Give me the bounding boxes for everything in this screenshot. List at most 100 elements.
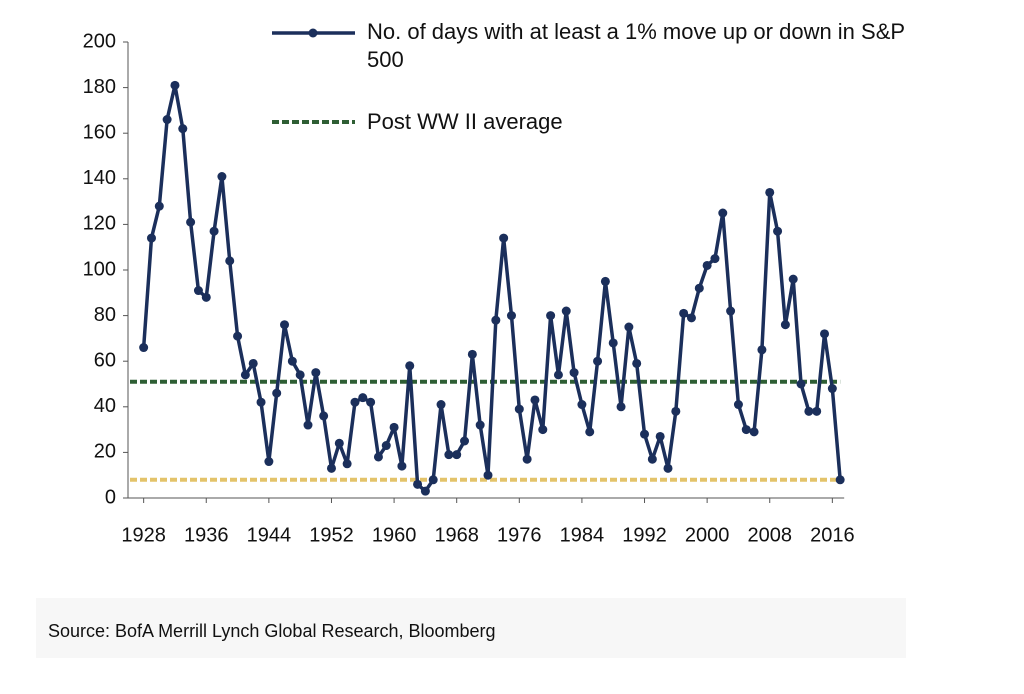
point [358, 393, 368, 403]
point [522, 454, 532, 464]
point [788, 274, 798, 284]
point [569, 368, 579, 378]
y-tick-label: 160 [83, 121, 116, 143]
point [186, 217, 196, 227]
point [780, 320, 790, 330]
point [295, 370, 305, 380]
point [773, 226, 783, 236]
x-tick-label: 1960 [372, 524, 417, 546]
point [499, 233, 509, 243]
point [201, 292, 211, 302]
point [233, 331, 243, 341]
y-tick-label: 60 [94, 349, 116, 371]
point [514, 404, 524, 414]
point [741, 425, 751, 435]
point [538, 425, 548, 435]
x-tick-label: 2008 [747, 524, 792, 546]
point [600, 276, 610, 286]
point [154, 201, 164, 211]
point [640, 429, 650, 439]
series-line [141, 83, 842, 493]
point [765, 187, 775, 197]
point [647, 454, 657, 464]
point [835, 475, 845, 485]
point [608, 338, 618, 348]
point [686, 313, 696, 323]
point [381, 441, 391, 451]
point [718, 208, 728, 218]
point [178, 124, 188, 134]
point [326, 463, 336, 473]
point [319, 411, 329, 421]
source: Source: BofA Merrill Lynch Global Resear… [48, 621, 496, 641]
y-tick-label: 180 [83, 76, 116, 98]
point [702, 260, 712, 270]
y-tick-label: 80 [94, 304, 116, 326]
legend-swatch [308, 28, 318, 38]
y-tick-label: 100 [83, 258, 116, 280]
point [264, 457, 274, 467]
point [655, 431, 665, 441]
point [256, 397, 266, 407]
point [248, 358, 258, 368]
point [366, 397, 376, 407]
x-tick-label: 1984 [560, 524, 605, 546]
y-tick-label: 40 [94, 395, 116, 417]
point [225, 256, 235, 266]
point [624, 322, 634, 332]
point [694, 283, 704, 293]
point [491, 315, 501, 325]
point [217, 172, 227, 182]
point [334, 438, 344, 448]
point [397, 461, 407, 471]
y-tick-label: 140 [83, 167, 116, 189]
point [373, 452, 383, 462]
x-tick-label: 1976 [497, 524, 542, 546]
x-tick-label: 1968 [434, 524, 479, 546]
x-tick-label: 1944 [247, 524, 292, 546]
legend-label: No. of days with at least a 1% move up o… [367, 19, 905, 72]
point [483, 470, 493, 480]
point [663, 463, 673, 473]
point [585, 427, 595, 437]
point [240, 370, 250, 380]
point [546, 311, 556, 321]
point [389, 422, 399, 432]
point [420, 486, 430, 496]
point [209, 226, 219, 236]
point [726, 306, 736, 316]
x-tick-label: 2000 [685, 524, 730, 546]
x-tick-label: 1928 [121, 524, 166, 546]
point [804, 406, 814, 416]
point [827, 384, 837, 394]
x-tick-label: 1992 [622, 524, 667, 546]
point [467, 349, 477, 359]
point [170, 80, 180, 90]
point [139, 343, 149, 353]
y-tick-label: 0 [105, 486, 116, 508]
point [679, 308, 689, 318]
point [749, 427, 759, 437]
y-tick-label: 200 [83, 30, 116, 52]
point [452, 450, 462, 460]
point [506, 311, 516, 321]
point [413, 479, 423, 489]
point [593, 356, 603, 366]
point [553, 370, 563, 380]
point [577, 400, 587, 410]
point [287, 356, 297, 366]
point [444, 450, 454, 460]
point [350, 397, 360, 407]
x-tick-label: 1936 [184, 524, 229, 546]
point [436, 400, 446, 410]
x-tick-label: 2016 [810, 524, 855, 546]
point [757, 345, 767, 355]
point [146, 233, 156, 243]
point [272, 388, 282, 398]
point [193, 286, 203, 296]
point [342, 459, 352, 469]
point [280, 320, 290, 330]
point [671, 406, 681, 416]
point [303, 420, 313, 430]
